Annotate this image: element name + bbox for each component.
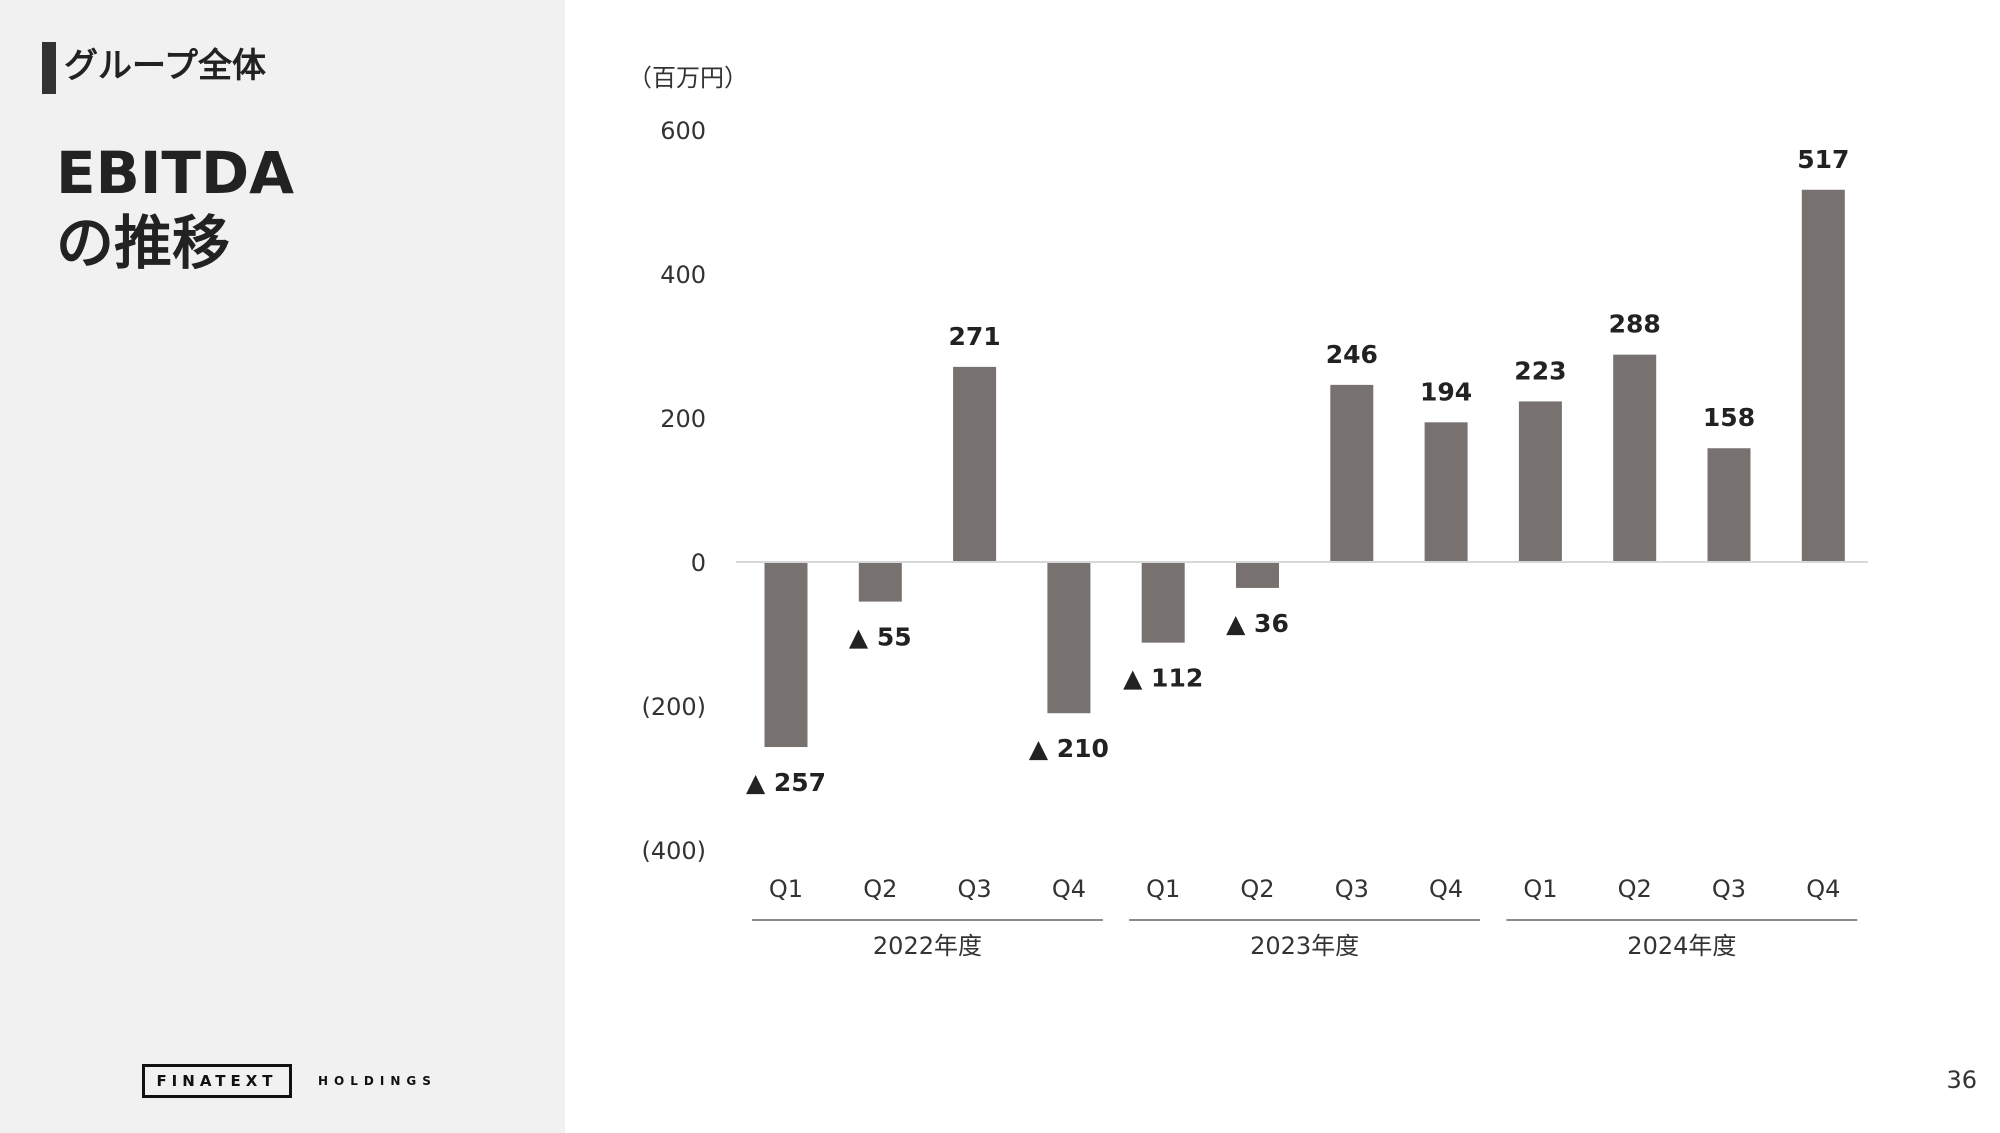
data-label: 271 [949, 322, 1001, 351]
data-label: 288 [1609, 310, 1661, 339]
x-tick-label: Q1 [769, 875, 803, 903]
page-number: 36 [1946, 1066, 1977, 1094]
page-title: EBITDA の推移 [56, 138, 294, 278]
title-line-2: の推移 [56, 209, 231, 277]
data-label: 517 [1797, 145, 1849, 174]
sidebar-panel: グループ全体 EBITDA の推移 FINATEXT HOLDINGS [0, 0, 565, 1133]
bar [1613, 354, 1657, 562]
bar [1801, 189, 1845, 562]
data-label: 194 [1420, 377, 1472, 406]
data-label: ▲ 112 [1123, 664, 1203, 693]
x-tick-label: Q1 [1523, 875, 1557, 903]
group-label: 2023年度 [1250, 932, 1359, 960]
bar [1330, 384, 1374, 562]
x-tick-label: Q2 [863, 875, 897, 903]
x-tick-label: Q4 [1429, 875, 1463, 903]
company-logo: FINATEXT [142, 1064, 292, 1098]
data-label: ▲ 210 [1029, 734, 1109, 763]
section-marker [42, 42, 56, 94]
x-tick-label: Q3 [958, 875, 992, 903]
group-label: 2024年度 [1627, 932, 1736, 960]
data-label: 158 [1703, 403, 1755, 432]
x-tick-label: Q2 [1618, 875, 1652, 903]
data-label: ▲ 36 [1226, 609, 1289, 638]
group-label: 2022年度 [873, 932, 982, 960]
data-label: ▲ 257 [746, 768, 826, 797]
x-tick-label: Q3 [1335, 875, 1369, 903]
y-tick-label: 200 [660, 405, 706, 433]
logo-text: FINATEXT [156, 1072, 278, 1090]
section-label: グループ全体 [64, 46, 266, 86]
x-tick-label: Q4 [1806, 875, 1840, 903]
bar [764, 562, 808, 748]
y-tick-label: 0 [691, 549, 706, 577]
y-tick-label: (200) [641, 693, 706, 721]
bar [1236, 562, 1279, 588]
chart-unit-label: （百万円） [628, 64, 748, 92]
bar [1424, 422, 1468, 562]
y-tick-label: 600 [660, 117, 706, 145]
y-tick-label: 400 [660, 261, 706, 289]
data-label: ▲ 55 [849, 623, 912, 652]
bar [858, 562, 902, 602]
bar [1518, 401, 1562, 562]
bar [1707, 448, 1751, 562]
title-line-1: EBITDA [56, 139, 295, 207]
bar [1047, 562, 1091, 714]
bar [953, 366, 997, 562]
bar [1141, 562, 1185, 643]
x-tick-label: Q3 [1712, 875, 1746, 903]
x-tick-label: Q1 [1146, 875, 1180, 903]
data-label: 246 [1326, 340, 1378, 369]
x-tick-label: Q2 [1240, 875, 1274, 903]
x-tick-label: Q4 [1052, 875, 1086, 903]
y-tick-label: (400) [641, 837, 706, 865]
logo-subtext: HOLDINGS [318, 1074, 437, 1088]
data-label: 223 [1514, 356, 1566, 385]
